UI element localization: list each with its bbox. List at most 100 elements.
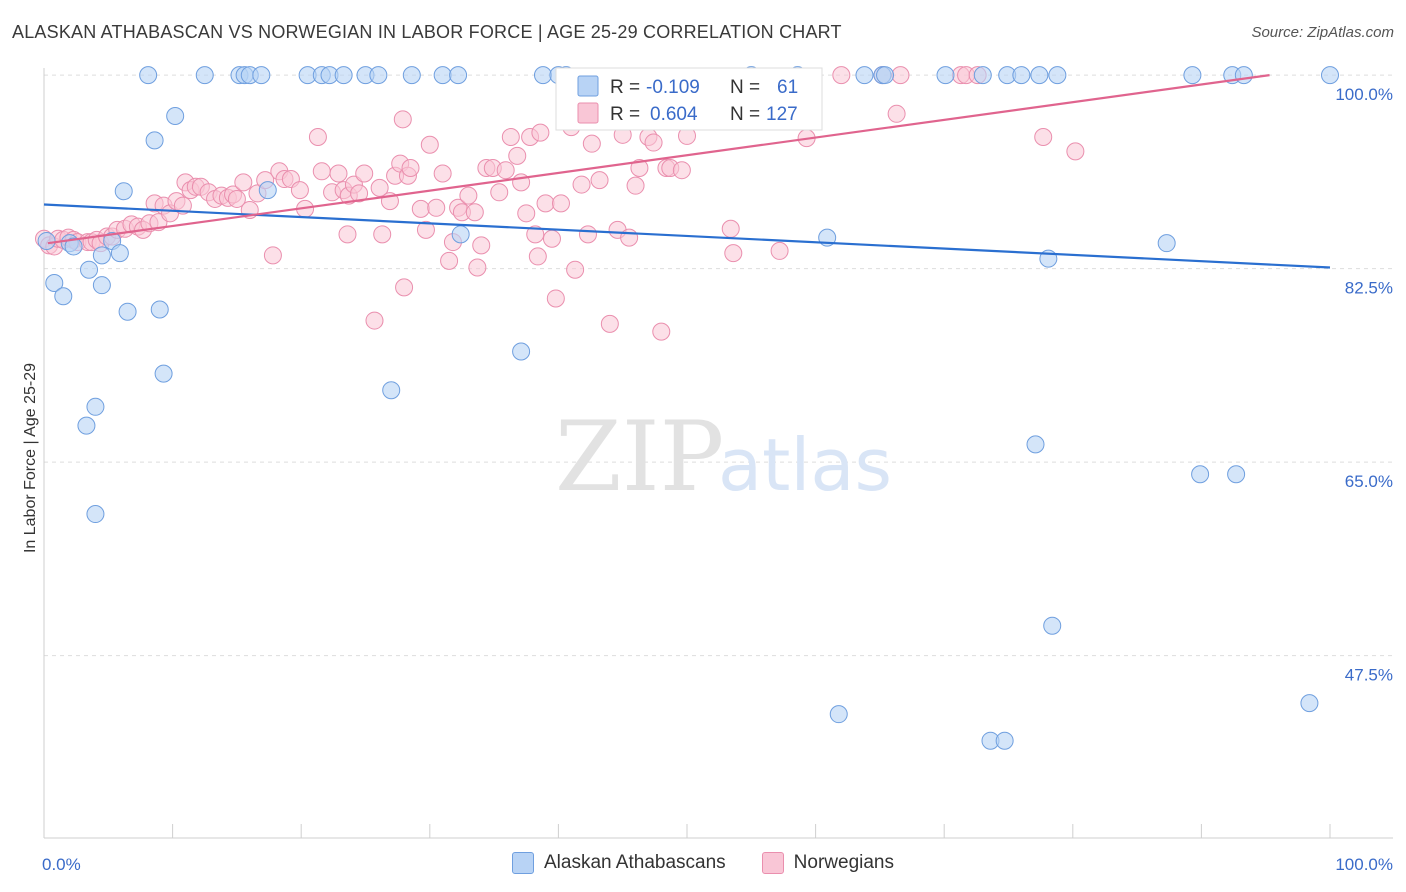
athabascan-point-58: [1048, 66, 1067, 85]
norwegian-point-112: [724, 244, 743, 263]
athabascan-point-47: [876, 66, 895, 85]
athabascan-point-53: [1012, 66, 1031, 85]
norwegian-point-35: [227, 189, 246, 208]
norwegian-point-102: [626, 176, 645, 195]
norwegian-point-103: [630, 158, 649, 177]
source-label: Source: ZipAtlas.com: [1251, 24, 1394, 41]
athabascan-point-59: [1157, 234, 1176, 253]
norwegian-point-54: [350, 184, 369, 203]
athabascan-point-4: [64, 237, 83, 256]
norwegian-point-105: [644, 133, 663, 152]
athabascan-point-54: [1026, 435, 1045, 454]
athabascan-point-12: [110, 244, 129, 263]
norwegian-point-25: [173, 196, 192, 215]
y-tick-label-3: 47.5%: [1345, 666, 1393, 685]
athabascan-point-55: [1030, 66, 1049, 85]
series-swatch-pink: [761, 852, 784, 874]
norwegian-point-84: [517, 204, 536, 223]
norwegian-point-123: [672, 161, 691, 180]
norwegian-point-46: [308, 128, 327, 147]
norwegian-point-101: [620, 228, 639, 247]
legend-r-label-2: R =: [610, 104, 640, 125]
legend-swatch-pink: [577, 102, 599, 124]
norwegian-point-64: [401, 158, 420, 177]
norwegian-point-82: [508, 146, 527, 165]
norwegian-point-36: [234, 173, 253, 192]
norwegian-point-80: [496, 161, 515, 180]
norwegian-point-93: [566, 260, 585, 279]
norwegian-trend-line: [47, 74, 1270, 245]
athabascan-point-16: [145, 131, 164, 150]
legend-n-value-1: 61: [777, 77, 798, 98]
athabascan-point-0: [37, 231, 56, 250]
norwegian-point-91: [551, 194, 570, 213]
stats-legend-frame: [555, 67, 823, 131]
athabascan-points: [37, 66, 1339, 750]
chart-title: ALASKAN ATHABASCAN VS NORWEGIAN IN LABOR…: [12, 22, 842, 42]
athabascan-point-38: [533, 66, 552, 85]
norwegian-point-66: [416, 220, 435, 239]
athabascan-point-31: [369, 66, 388, 85]
norwegian-point-55: [355, 164, 374, 183]
series-legend-label-athabascans: Alaskan Athabascans: [543, 852, 726, 873]
stats-legend: R = -0.109 N = 61 R = 0.604 N = 127: [555, 67, 823, 131]
athabascan-point-20: [195, 66, 214, 85]
norwegian-point-57: [370, 178, 389, 197]
norwegian-point-88: [536, 194, 555, 213]
athabascan-point-63: [1227, 465, 1246, 484]
norwegian-point-65: [411, 199, 430, 218]
norwegian-point-98: [600, 314, 619, 333]
grid-lines: [44, 74, 1393, 657]
y-tick-label-2: 65.0%: [1345, 472, 1393, 491]
athabascan-point-34: [433, 66, 452, 85]
series-legend: Alaskan Athabascans Norwegians: [0, 852, 1406, 874]
norwegian-point-49: [329, 164, 348, 183]
norwegian-point-116: [891, 66, 910, 85]
athabascan-point-35: [449, 66, 468, 85]
legend-n-label-1: N =: [730, 77, 760, 98]
norwegian-point-40: [263, 246, 282, 265]
norwegian-point-126: [887, 104, 906, 123]
norwegian-point-58: [373, 225, 392, 244]
norwegian-point-89: [542, 229, 561, 248]
norwegian-point-62: [395, 278, 414, 297]
athabascan-point-17: [150, 300, 169, 319]
athabascan-point-15: [139, 66, 158, 85]
athabascan-point-2: [54, 287, 73, 306]
y-tick-label-0: 100.0%: [1335, 85, 1393, 104]
series-legend-item-norwegians: Norwegians: [761, 852, 894, 874]
legend-n-label-2: N =: [730, 104, 760, 125]
tick-labels: 100.0% 82.5% 65.0% 47.5% 0.0% 100.0%: [42, 85, 1393, 874]
athabascan-point-6: [80, 260, 99, 279]
athabascan-trend-line: [43, 203, 1331, 269]
athabascan-point-66: [1321, 66, 1339, 85]
norwegian-point-120: [1034, 128, 1053, 147]
athabascan-point-14: [118, 302, 137, 321]
norwegian-point-81: [501, 128, 520, 147]
watermark-atlas: atlas: [718, 423, 892, 507]
norwegian-point-47: [312, 162, 331, 181]
athabascan-point-7: [86, 397, 105, 416]
norwegian-point-51: [338, 225, 357, 244]
norwegian-point-44: [290, 181, 309, 200]
athabascan-point-29: [334, 66, 353, 85]
athabascan-point-13: [114, 182, 133, 201]
athabascan-point-37: [512, 342, 531, 361]
athabascan-point-25: [258, 181, 277, 200]
athabascan-point-18: [154, 364, 173, 383]
norwegian-point-127: [832, 66, 851, 85]
norwegian-point-96: [582, 134, 601, 153]
norwegian-point-69: [433, 164, 452, 183]
norwegian-point-111: [721, 219, 740, 238]
legend-swatch-blue: [577, 75, 599, 97]
athabascan-point-45: [855, 66, 874, 85]
athabascan-point-60: [1183, 66, 1202, 85]
legend-n-value-2: 127: [766, 104, 798, 125]
norwegian-point-68: [427, 198, 446, 217]
norwegian-point-76: [472, 236, 491, 255]
norwegian-point-113: [770, 241, 789, 260]
athabascan-point-33: [402, 66, 421, 85]
athabascan-point-10: [92, 246, 111, 265]
norwegian-point-74: [459, 186, 478, 205]
trend-lines: [43, 74, 1331, 269]
